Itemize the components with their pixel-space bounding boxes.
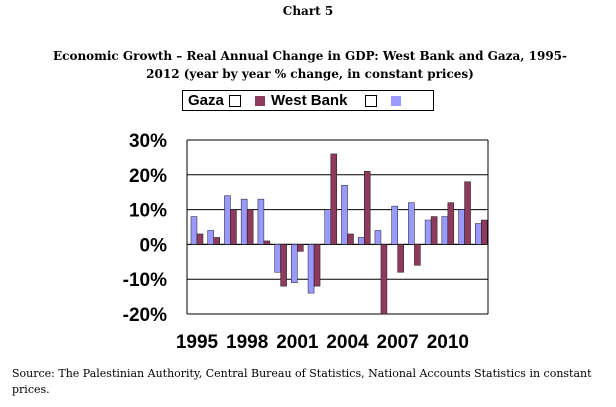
y-tick-label: -20%	[123, 305, 167, 326]
bar-west-bank-2009	[424, 219, 432, 245]
bar-west-bank-1998	[240, 198, 248, 245]
bar-gaza-2005	[363, 171, 371, 245]
x-tick-label: 1998	[226, 332, 268, 353]
bar-gaza-1998	[246, 209, 254, 245]
bar-gaza-2001	[297, 244, 304, 252]
bar-gaza-2003	[330, 153, 338, 245]
bar-west-bank-2002	[307, 244, 315, 294]
legend-swatch-west-bank	[391, 96, 401, 106]
bar-gaza-2009	[430, 216, 438, 245]
bar-west-bank-2007	[391, 205, 398, 245]
bar-gaza-1995	[196, 233, 204, 245]
x-tick-label: 2004	[326, 332, 369, 353]
bar-gaza-2006	[380, 244, 388, 315]
bar-gaza-2000	[280, 244, 287, 287]
x-tick-label: 2001	[276, 332, 319, 353]
bar-west-bank-2000	[274, 244, 281, 273]
bar-west-bank-1995	[190, 216, 198, 245]
x-tick-label: 2007	[377, 332, 419, 353]
bar-west-bank-1996	[207, 230, 214, 245]
y-tick-label: 10%	[129, 201, 167, 222]
chart-label: Chart 5	[282, 4, 334, 18]
x-tick-labels: 1995 1998 2001 2004 2007 2010	[176, 332, 469, 353]
bar-gaza-2011	[464, 181, 471, 245]
legend-label-west-bank: West Bank	[271, 92, 348, 109]
bar-gaza-1997	[230, 209, 237, 245]
bar-west-bank-2004	[341, 184, 348, 245]
bar-gaza-1996	[213, 237, 220, 245]
bar-west-bank-1997	[224, 195, 231, 245]
bar-west-bank-2006	[374, 230, 382, 245]
bar-west-bank-2010	[441, 216, 449, 245]
y-tick-label: 0%	[140, 235, 168, 256]
legend-placeholder-icon	[365, 95, 377, 107]
y-tick-label: 20%	[129, 166, 167, 187]
bar-west-bank-2005	[357, 237, 365, 245]
legend-label-gaza: Gaza	[188, 92, 224, 109]
bars	[190, 153, 488, 315]
bar-gaza-2002	[313, 244, 321, 287]
bar-gaza-2012	[481, 219, 488, 245]
x-tick-label: 1995	[176, 332, 219, 353]
y-tick-label: -10%	[123, 270, 167, 291]
bar-west-bank-1999	[257, 198, 265, 245]
chart-title: Economic Growth – Real Annual Change in …	[52, 49, 568, 81]
chart-legend: Gaza West Bank	[182, 90, 434, 111]
bar-west-bank-2012	[475, 223, 482, 245]
bar-west-bank-2003	[324, 209, 332, 245]
legend-swatch-gaza	[255, 96, 265, 106]
y-tick-labels: 30% 20% 10% 0% -10% -20%	[123, 131, 167, 326]
bar-gaza-1999	[263, 240, 271, 245]
source-note: Source: The Palestinian Authority, Centr…	[12, 367, 592, 396]
axes	[186, 140, 489, 314]
bar-gaza-2004	[347, 233, 354, 245]
legend-placeholder-icon	[229, 95, 241, 107]
bar-west-bank-2011	[458, 209, 465, 245]
bar-gaza-2010	[447, 202, 455, 245]
y-tick-label: 30%	[129, 131, 167, 152]
x-tick-label: 2010	[427, 332, 469, 353]
bar-gaza-2008	[414, 244, 421, 266]
bar-west-bank-2008	[408, 202, 415, 245]
bar-gaza-2007	[397, 244, 404, 273]
bar-west-bank-2001	[291, 244, 298, 283]
